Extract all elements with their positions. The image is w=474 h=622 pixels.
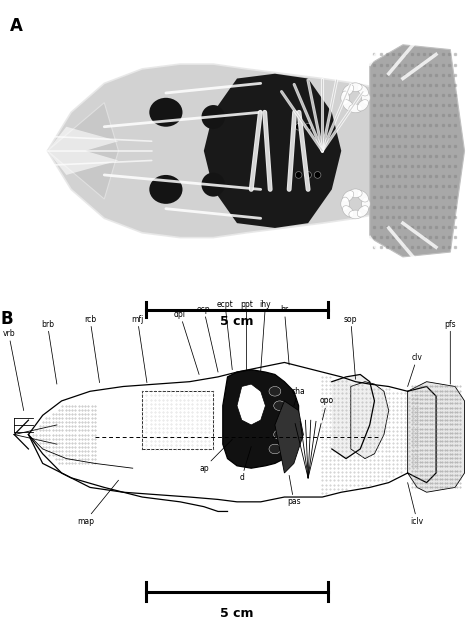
Polygon shape: [351, 382, 389, 458]
Ellipse shape: [343, 191, 354, 202]
Text: ecpt: ecpt: [217, 300, 234, 369]
Text: dpl: dpl: [174, 310, 199, 374]
Polygon shape: [275, 401, 303, 473]
Text: ppt: ppt: [240, 300, 253, 369]
Ellipse shape: [274, 401, 285, 411]
Ellipse shape: [149, 175, 182, 204]
Ellipse shape: [357, 206, 368, 217]
Ellipse shape: [341, 197, 349, 211]
Text: map: map: [77, 480, 118, 526]
Circle shape: [314, 172, 321, 179]
FancyBboxPatch shape: [139, 298, 335, 328]
Text: clv: clv: [408, 353, 422, 386]
Ellipse shape: [341, 91, 349, 104]
Ellipse shape: [269, 386, 281, 396]
Ellipse shape: [269, 444, 281, 454]
Polygon shape: [204, 74, 341, 228]
Ellipse shape: [343, 206, 354, 217]
Text: 5 cm: 5 cm: [220, 607, 254, 620]
Ellipse shape: [357, 85, 368, 96]
Text: opo: opo: [320, 396, 334, 420]
Ellipse shape: [349, 210, 362, 219]
Ellipse shape: [201, 172, 225, 197]
Ellipse shape: [349, 104, 362, 113]
Text: iclv: iclv: [408, 483, 424, 526]
Polygon shape: [237, 384, 265, 425]
Polygon shape: [223, 369, 299, 468]
Circle shape: [3, 12, 30, 39]
Ellipse shape: [357, 191, 368, 202]
Ellipse shape: [349, 83, 362, 91]
Circle shape: [305, 123, 311, 130]
Circle shape: [295, 123, 302, 130]
Polygon shape: [47, 127, 118, 151]
Text: pfs: pfs: [445, 320, 456, 384]
Text: ecp: ecp: [197, 305, 218, 372]
Ellipse shape: [149, 98, 182, 127]
Polygon shape: [47, 103, 118, 199]
Ellipse shape: [362, 197, 370, 211]
Text: B: B: [0, 310, 13, 328]
Text: d: d: [239, 447, 251, 482]
Text: brb: brb: [41, 320, 57, 384]
Polygon shape: [370, 45, 465, 257]
Ellipse shape: [349, 189, 362, 198]
Polygon shape: [332, 374, 374, 458]
Text: A: A: [10, 17, 23, 34]
Text: ap: ap: [199, 439, 232, 473]
Text: br: br: [280, 305, 289, 365]
Text: rcb: rcb: [84, 315, 100, 383]
Text: sop: sop: [344, 315, 357, 379]
Ellipse shape: [274, 430, 285, 439]
Ellipse shape: [343, 100, 354, 111]
Polygon shape: [408, 382, 465, 492]
Text: vrb: vrb: [2, 329, 24, 411]
Text: 5 cm: 5 cm: [220, 315, 254, 328]
Text: mfj: mfj: [131, 315, 147, 383]
Text: cha: cha: [292, 387, 306, 406]
Text: pas: pas: [287, 475, 301, 506]
Ellipse shape: [357, 100, 368, 111]
Text: ihy: ihy: [260, 300, 271, 371]
Ellipse shape: [201, 105, 225, 129]
Polygon shape: [47, 64, 427, 238]
Polygon shape: [47, 151, 118, 175]
Ellipse shape: [343, 85, 354, 96]
Circle shape: [295, 172, 302, 179]
Ellipse shape: [362, 91, 370, 104]
Circle shape: [305, 172, 311, 179]
